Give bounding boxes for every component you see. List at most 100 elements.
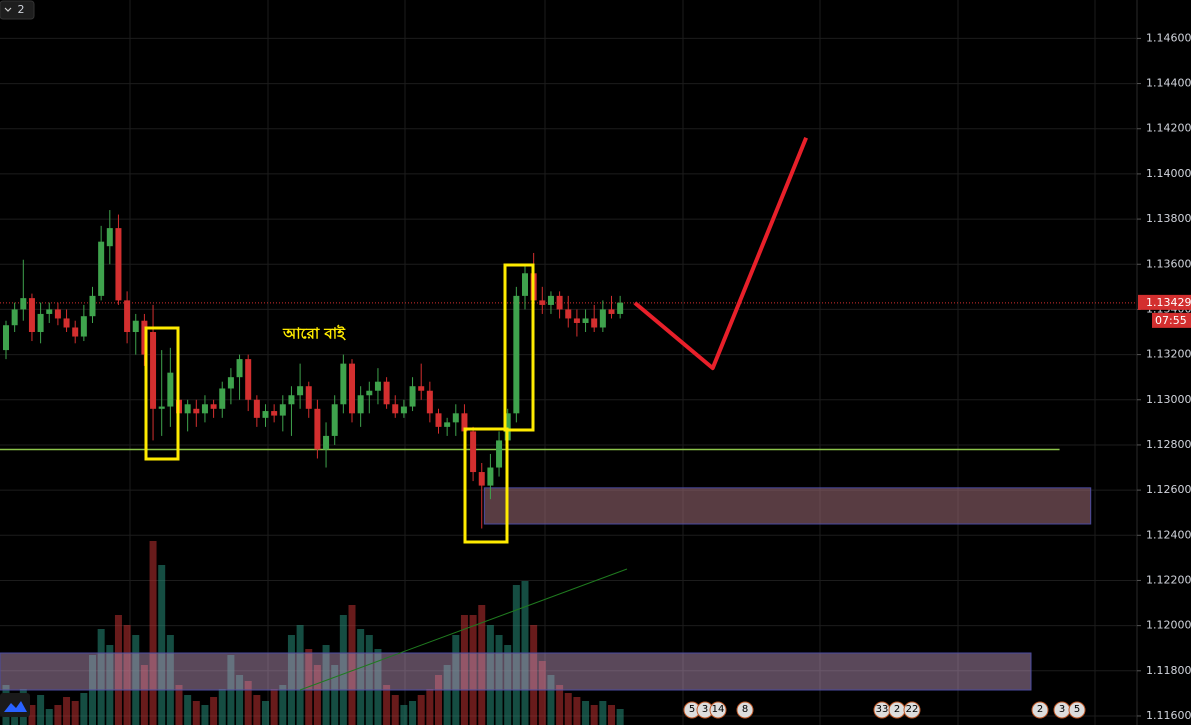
event-badge[interactable] — [1068, 701, 1086, 719]
event-badge[interactable] — [1031, 701, 1049, 719]
volume-bar — [262, 701, 269, 725]
event-badge[interactable] — [903, 701, 921, 719]
volume-bar — [123, 625, 131, 725]
candle-body — [409, 386, 416, 407]
y-tick-label: 1.14000 — [1146, 167, 1191, 180]
event-icon[interactable]: 14 — [709, 701, 727, 719]
volume-bar — [616, 709, 624, 725]
candle-body — [297, 386, 304, 396]
candle-body — [37, 313, 44, 333]
volume-bar — [149, 541, 157, 725]
volume-bar — [538, 661, 546, 725]
event-badge[interactable] — [736, 701, 754, 719]
y-tick-label: 1.11600 — [1146, 709, 1191, 722]
candle-body — [374, 381, 381, 391]
candle-body — [599, 309, 606, 328]
volume-bar — [512, 585, 520, 725]
event-icon[interactable]: 3 — [1053, 701, 1071, 719]
vertical-grid — [129, 0, 1096, 725]
candle-body — [3, 325, 9, 351]
volume-bar — [556, 685, 564, 725]
candle-body — [28, 298, 35, 333]
candle-body — [98, 241, 105, 296]
y-tick-label: 1.14600 — [1146, 31, 1191, 44]
candle-body — [323, 435, 330, 450]
volume-bar — [184, 695, 192, 725]
candle-body — [591, 318, 598, 328]
event-count: 3 — [1059, 704, 1065, 715]
candle-body — [478, 472, 485, 486]
volume-bar — [469, 615, 477, 725]
volume-bar — [287, 635, 295, 725]
volume-bar — [426, 689, 434, 725]
volume-bar — [374, 649, 382, 725]
event-icon[interactable]: 2 — [1031, 701, 1049, 719]
volume-bar — [63, 697, 71, 725]
series-badge[interactable]: 2 — [0, 0, 35, 20]
volume-bar — [106, 645, 114, 725]
candle-body — [288, 395, 295, 405]
candle-body — [383, 381, 390, 405]
candle-body — [150, 332, 157, 409]
volume-bar — [192, 701, 200, 725]
event-count: 14 — [712, 704, 725, 715]
volume-bar — [80, 693, 88, 725]
event-icon[interactable]: 8 — [736, 701, 754, 719]
badge-text: 2 — [18, 3, 25, 16]
candle-body — [184, 404, 191, 414]
event-icon[interactable]: 2 — [888, 701, 906, 719]
candle-body — [504, 413, 511, 441]
zone — [483, 487, 1092, 525]
candle-body — [426, 390, 433, 414]
candle-body — [115, 228, 122, 301]
candle-body — [573, 318, 580, 323]
y-tick-label: 1.13600 — [1146, 257, 1191, 270]
candle-body — [522, 273, 528, 296]
candle-body — [366, 390, 373, 396]
drawings — [0, 137, 1137, 525]
y-tick-label: 1.12200 — [1146, 573, 1191, 586]
badge-chevron — [4, 7, 12, 12]
candle-body — [245, 359, 252, 400]
badge-box[interactable] — [0, 0, 35, 20]
candle-body — [46, 309, 53, 314]
volume-bar — [547, 675, 555, 725]
volume-bar — [564, 693, 572, 725]
highlight-boxes — [144, 263, 535, 544]
countdown-box — [1152, 312, 1191, 328]
y-tick-label: 1.12600 — [1146, 483, 1191, 496]
event-icon[interactable]: 22 — [903, 701, 921, 719]
candle-body — [340, 363, 347, 405]
volume-bar — [270, 689, 278, 725]
volume-bar — [478, 605, 486, 725]
volume-bar — [590, 705, 598, 725]
price-axis-labels: 1.11600 1.11800 1.12000 1.12200 1.12400 1.126… — [1137, 31, 1191, 722]
candle-body — [20, 298, 27, 310]
event-badge[interactable] — [709, 701, 727, 719]
event-icon[interactable]: 5 — [1068, 701, 1086, 719]
volume-ma — [299, 568, 628, 691]
countdown: 07:55 — [1155, 314, 1187, 327]
event-count: 22 — [906, 704, 919, 715]
candle-body — [80, 316, 87, 337]
volume-bar — [279, 685, 287, 725]
volume-bar — [460, 615, 468, 725]
event-count: 2 — [894, 704, 900, 715]
volume-bar — [201, 705, 209, 725]
candle-body — [547, 295, 554, 305]
volume-bar — [158, 565, 166, 725]
candle-body — [461, 413, 468, 432]
candle-body — [124, 300, 131, 333]
event-count: 5 — [689, 704, 695, 715]
candle-body — [444, 422, 451, 427]
candle-body — [106, 228, 113, 247]
event-count: 3 — [702, 704, 708, 715]
candle-body — [54, 309, 61, 319]
candle-body — [305, 386, 312, 409]
volume-bar — [54, 705, 62, 725]
volume-bar — [573, 697, 581, 725]
event-icon[interactable]: 33 — [873, 701, 891, 719]
